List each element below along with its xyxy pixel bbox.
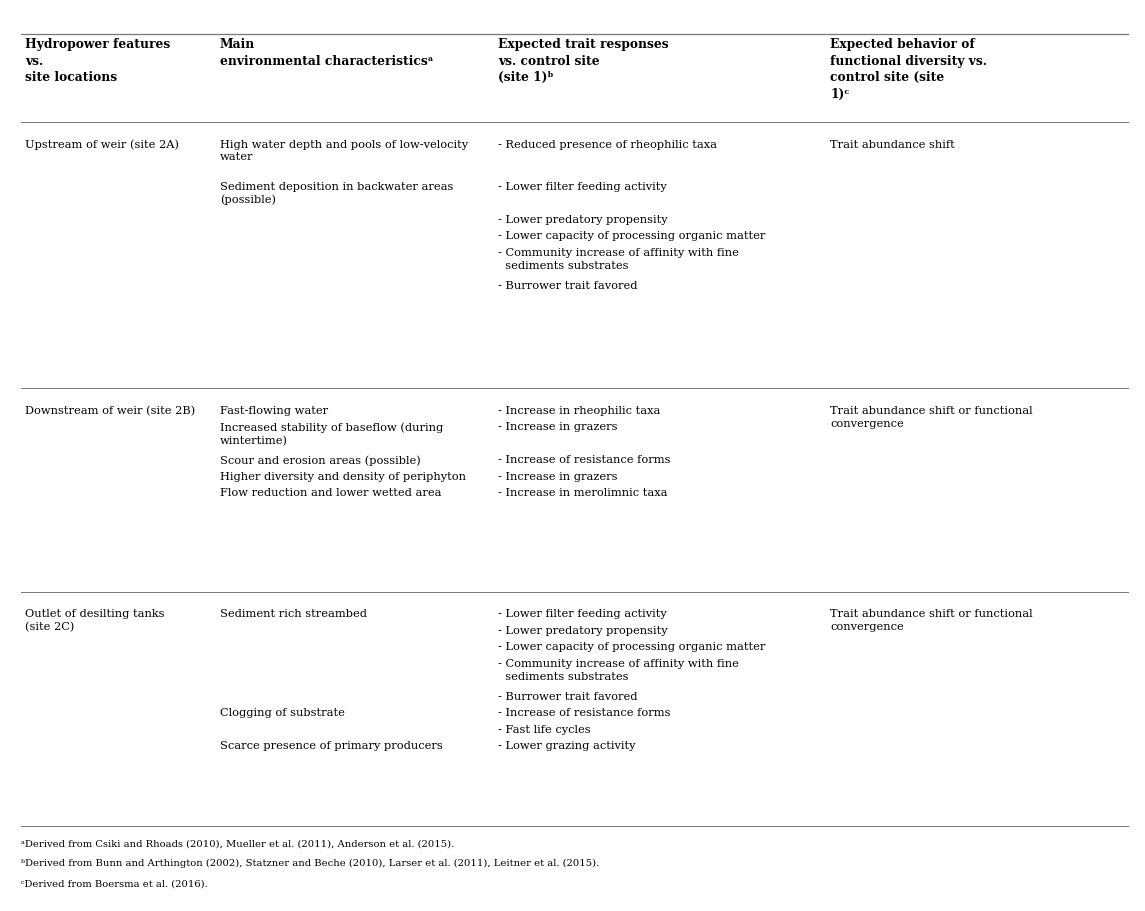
Text: - Increase in grazers: - Increase in grazers <box>498 471 617 481</box>
Text: Upstream of weir (site 2A): Upstream of weir (site 2A) <box>25 139 179 150</box>
Text: Outlet of desilting tanks
(site 2C): Outlet of desilting tanks (site 2C) <box>25 609 165 631</box>
Text: Main
environmental characteristicsᵃ: Main environmental characteristicsᵃ <box>220 38 433 67</box>
Text: Hydropower features
vs.
site locations: Hydropower features vs. site locations <box>25 38 171 84</box>
Text: - Lower capacity of processing organic matter: - Lower capacity of processing organic m… <box>498 641 766 651</box>
Text: ᵃDerived from Csiki and Rhoads (2010), Mueller et al. (2011), Anderson et al. (2: ᵃDerived from Csiki and Rhoads (2010), M… <box>21 838 453 847</box>
Text: ᶜDerived from Boersma et al. (2016).: ᶜDerived from Boersma et al. (2016). <box>21 878 207 887</box>
Text: Fast-flowing water: Fast-flowing water <box>220 405 327 415</box>
Text: Trait abundance shift: Trait abundance shift <box>830 139 955 149</box>
Text: Sediment deposition in backwater areas
(possible): Sediment deposition in backwater areas (… <box>220 181 453 205</box>
Text: High water depth and pools of low-velocity
water: High water depth and pools of low-veloci… <box>220 139 468 162</box>
Text: Clogging of substrate: Clogging of substrate <box>220 708 345 718</box>
Text: Trait abundance shift or functional
convergence: Trait abundance shift or functional conv… <box>830 609 1033 631</box>
Text: - Fast life cycles: - Fast life cycles <box>498 724 591 734</box>
Text: Expected trait responses
vs. control site
(site 1)ᵇ: Expected trait responses vs. control sit… <box>498 38 669 84</box>
Text: Scour and erosion areas (possible): Scour and erosion areas (possible) <box>220 455 420 466</box>
Text: - Increase in rheophilic taxa: - Increase in rheophilic taxa <box>498 405 661 415</box>
Text: - Community increase of affinity with fine
  sediments substrates: - Community increase of affinity with fi… <box>498 248 739 271</box>
Text: Sediment rich streambed: Sediment rich streambed <box>220 609 366 619</box>
Text: - Lower predatory propensity: - Lower predatory propensity <box>498 214 668 224</box>
Text: ᵇDerived from Bunn and Arthington (2002), Statzner and Beche (2010), Larser et a: ᵇDerived from Bunn and Arthington (2002)… <box>21 858 599 867</box>
Text: - Reduced presence of rheophilic taxa: - Reduced presence of rheophilic taxa <box>498 139 717 149</box>
Text: - Lower grazing activity: - Lower grazing activity <box>498 741 635 751</box>
Text: Scarce presence of primary producers: Scarce presence of primary producers <box>220 741 443 751</box>
Text: - Increase of resistance forms: - Increase of resistance forms <box>498 708 671 718</box>
Text: Trait abundance shift or functional
convergence: Trait abundance shift or functional conv… <box>830 405 1033 428</box>
Text: - Burrower trait favored: - Burrower trait favored <box>498 281 638 291</box>
Text: - Lower filter feeding activity: - Lower filter feeding activity <box>498 181 666 191</box>
Text: Increased stability of baseflow (during
wintertime): Increased stability of baseflow (during … <box>220 422 443 445</box>
Text: - Burrower trait favored: - Burrower trait favored <box>498 691 638 701</box>
Text: - Increase in merolimnic taxa: - Increase in merolimnic taxa <box>498 488 668 498</box>
Text: Expected behavior of
functional diversity vs.
control site (site
1)ᶜ: Expected behavior of functional diversit… <box>830 38 987 101</box>
Text: Higher diversity and density of periphyton: Higher diversity and density of periphyt… <box>220 471 466 481</box>
Text: - Lower capacity of processing organic matter: - Lower capacity of processing organic m… <box>498 230 766 241</box>
Text: Flow reduction and lower wetted area: Flow reduction and lower wetted area <box>220 488 441 498</box>
Text: - Lower filter feeding activity: - Lower filter feeding activity <box>498 609 666 619</box>
Text: - Increase in grazers: - Increase in grazers <box>498 422 617 432</box>
Text: - Community increase of affinity with fine
  sediments substrates: - Community increase of affinity with fi… <box>498 658 739 681</box>
Text: - Lower predatory propensity: - Lower predatory propensity <box>498 625 668 635</box>
Text: - Increase of resistance forms: - Increase of resistance forms <box>498 455 671 465</box>
Text: Downstream of weir (site 2B): Downstream of weir (site 2B) <box>25 405 196 415</box>
